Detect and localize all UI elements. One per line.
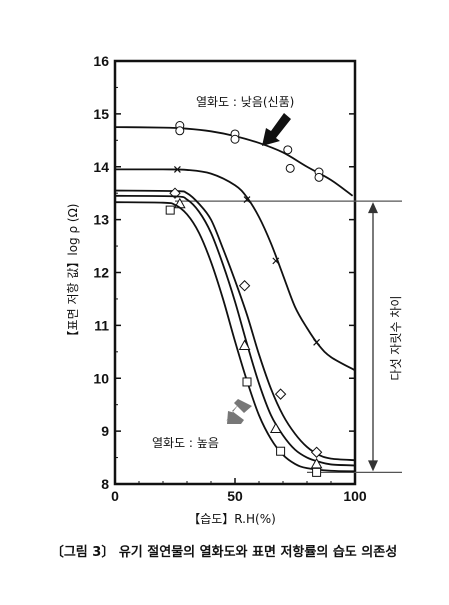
- y-tick-label: 13: [93, 212, 109, 228]
- series-line-triangle: [114, 194, 356, 467]
- y-tick-label: 10: [93, 370, 109, 386]
- series-triangle: [114, 194, 356, 469]
- x-axis-title: 【습도】R.H(%): [188, 512, 276, 526]
- data-point-triangle: [238, 339, 251, 350]
- y-tick-label: 8: [101, 476, 109, 492]
- data-point-x: [272, 257, 280, 265]
- data-point-circle: [175, 126, 185, 136]
- data-point-square: [242, 377, 252, 387]
- y-tick-label: 9: [101, 423, 109, 439]
- data-point-circle: [314, 172, 324, 182]
- series-x: [114, 165, 356, 372]
- data-point-square: [165, 205, 175, 215]
- data-point-diamond: [310, 446, 323, 458]
- data-point-diamond: [238, 280, 251, 292]
- data-point-diamond: [274, 388, 287, 400]
- data-point-square: [312, 467, 322, 477]
- figure-caption: 〔그림 3〕 유기 절연물의 열화도와 표면 저항률의 습도 의존성: [51, 544, 397, 560]
- y-tick-label: 16: [93, 53, 109, 69]
- x-tick-label: 100: [343, 488, 367, 504]
- data-point-x-stroke: [173, 165, 181, 173]
- series-square: [114, 201, 356, 477]
- range-arrow-head-top: [368, 202, 378, 214]
- data-point-x: [313, 338, 321, 346]
- data-point-x: [243, 196, 251, 203]
- x-tick-label: 50: [227, 488, 243, 504]
- data-point-circle: [285, 163, 295, 173]
- annotation-low-degradation: 열화도 : 낮음(신품): [196, 95, 294, 109]
- annotation-five-digit-difference: 다섯 자릿수 차이: [389, 296, 403, 381]
- data-point-circle: [230, 134, 240, 144]
- arrow-high-degradation-tail: [226, 404, 244, 424]
- plot-area: 8 9 10 11 12 13 14 15 16 0 50 100: [93, 53, 402, 504]
- series-line-square: [114, 201, 356, 473]
- data-point-x-stroke: [313, 338, 321, 346]
- range-arrow-head-bottom: [368, 460, 378, 472]
- data-point-circle: [283, 145, 293, 155]
- x-tick-label: 0: [111, 488, 119, 504]
- data-point-x: [173, 165, 181, 173]
- data-point-square: [276, 446, 286, 456]
- data-point-x-stroke: [272, 257, 280, 265]
- y-tick-label: 15: [93, 106, 109, 122]
- y-tick-label: 12: [93, 265, 109, 281]
- arrow-high-degradation-body: [234, 399, 252, 413]
- y-tick-label: 11: [94, 317, 109, 333]
- data-point-triangle: [269, 422, 282, 433]
- data-point-x-stroke: [243, 196, 251, 203]
- annotation-high-degradation: 열화도 : 높음: [152, 436, 219, 450]
- y-axis-title: 【표면 저항 값】log ρ (Ω): [66, 204, 80, 343]
- arrow-low-degradation: [262, 113, 291, 146]
- y-tick-label: 14: [93, 159, 109, 175]
- series-circle: [114, 121, 354, 197]
- series-diamond: [114, 187, 356, 462]
